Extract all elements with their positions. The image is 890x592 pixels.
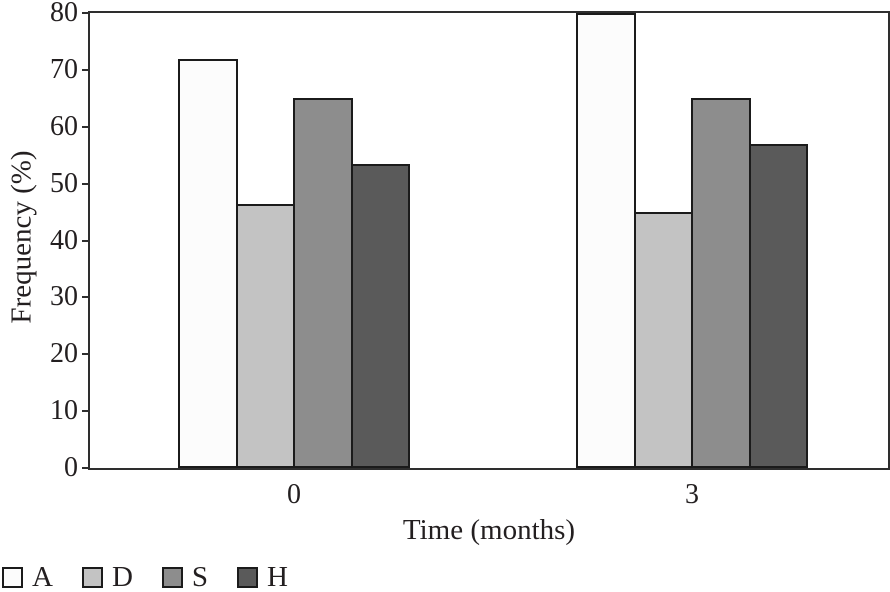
legend-item-A: A	[2, 561, 53, 592]
legend-item-H: H	[237, 561, 288, 592]
legend-label-H: H	[267, 561, 288, 592]
legend-label-D: D	[111, 561, 133, 592]
y-tick-mark	[82, 239, 90, 242]
x-tick-label-3: 3	[685, 479, 699, 510]
x-axis-title: Time (months)	[402, 514, 576, 546]
bar-S-month-3	[691, 98, 751, 468]
bar-H-month-3	[748, 143, 808, 468]
bar-S-month-0	[293, 98, 353, 468]
bar-D-month-0	[235, 203, 295, 468]
legend-swatch-H	[237, 566, 259, 588]
legend-swatch-D	[81, 566, 103, 588]
y-tick-mark	[82, 467, 90, 469]
legend-swatch-A	[2, 566, 23, 588]
bar-A-month-3	[576, 13, 636, 468]
y-tick-mark	[82, 12, 90, 14]
y-tick-label: 0	[64, 452, 78, 483]
y-tick-mark	[82, 182, 90, 185]
y-tick-label: 50	[50, 167, 78, 199]
y-tick-label: 80	[50, 0, 78, 28]
bar-H-month-0	[350, 163, 410, 468]
y-tick-mark	[82, 296, 90, 299]
y-tick-mark	[82, 353, 90, 356]
y-tick-mark	[82, 68, 90, 71]
y-tick-mark	[82, 125, 90, 128]
bar-D-month-3	[633, 212, 693, 468]
bar-A-month-0	[178, 58, 238, 468]
legend-label-A: A	[32, 561, 53, 592]
legend-item-D: D	[81, 561, 133, 592]
legend-label-S: S	[191, 561, 209, 592]
y-tick-label: 30	[50, 281, 78, 313]
y-tick-label: 20	[50, 338, 78, 370]
legend-item-S: S	[161, 561, 209, 592]
y-tick-label: 10	[50, 395, 78, 427]
y-tick-label: 40	[50, 224, 78, 256]
x-tick-label-0: 0	[287, 479, 301, 510]
y-tick-label: 60	[50, 110, 78, 142]
y-tick-label: 70	[50, 53, 78, 85]
y-tick-mark	[82, 410, 90, 413]
legend-swatch-S	[161, 566, 183, 588]
